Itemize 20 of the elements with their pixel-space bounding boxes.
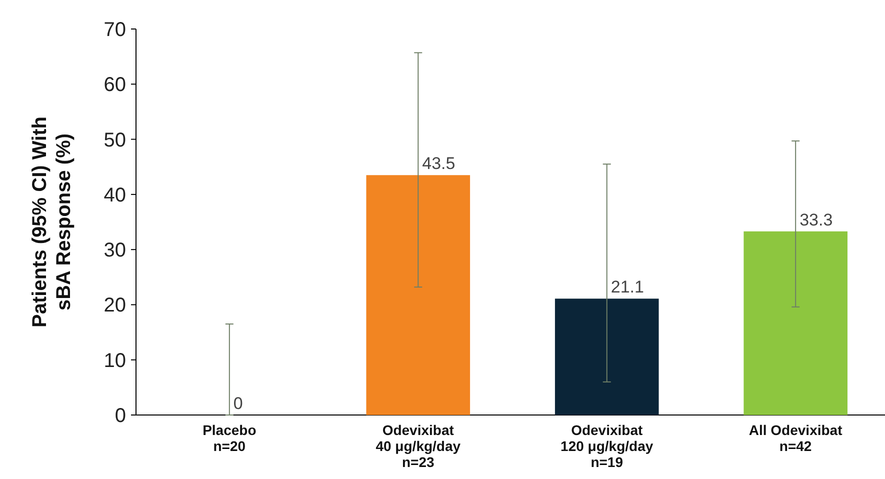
bar: [744, 231, 848, 415]
y-tick-label: 60: [104, 74, 126, 96]
x-tick-label: Odevixibat 120 μg/kg/day n=19: [560, 422, 654, 470]
bar: [554, 298, 659, 415]
y-tick-label: 70: [104, 19, 126, 41]
y-tick-label: 40: [104, 184, 126, 206]
x-tick-label: Placebo n=20: [202, 422, 256, 454]
y-tick-label: 20: [104, 294, 126, 317]
x-tick-label: Odevixibat 40 μg/kg/day n=23: [376, 422, 461, 470]
x-tick-label: All Odevixibat n=42: [748, 422, 843, 454]
y-tick-label: 10: [104, 350, 126, 372]
data-label: 0: [233, 394, 243, 413]
y-axis-title: Patients (95% CI) With sBA Response (%): [29, 116, 75, 328]
data-label: 43.5: [422, 154, 456, 174]
data-label: 33.3: [800, 210, 833, 230]
data-label: 21.1: [610, 278, 644, 297]
y-tick-label: 50: [104, 129, 126, 152]
y-tick-label: 30: [104, 240, 126, 262]
bar: [366, 175, 470, 415]
y-tick-label: 0: [114, 405, 126, 427]
